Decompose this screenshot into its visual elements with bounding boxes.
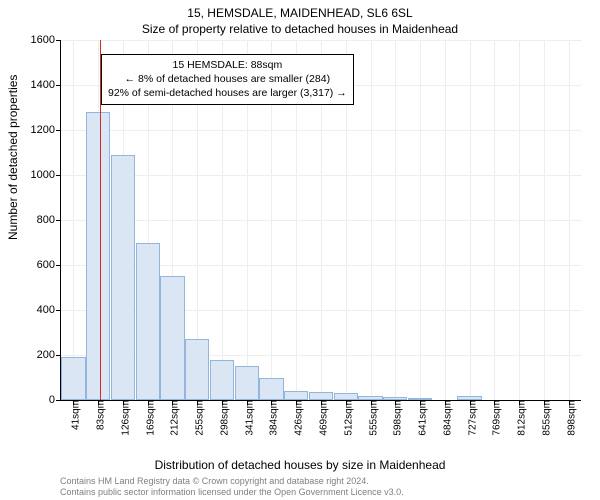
xtick-label: 83sqm [90, 400, 107, 430]
xtick-label: 255sqm [189, 400, 206, 436]
plot-area: 0200400600800100012001400160041sqm83sqm1… [60, 40, 581, 401]
chart-title: Size of property relative to detached ho… [0, 22, 600, 36]
xtick-label: 684sqm [436, 400, 453, 436]
chart-supertitle: 15, HEMSDALE, MAIDENHEAD, SL6 6SL [0, 6, 600, 20]
histogram-chart: 15, HEMSDALE, MAIDENHEAD, SL6 6SL Size o… [0, 0, 600, 500]
gridline-vertical [569, 40, 570, 400]
histogram-bar [61, 357, 85, 400]
xtick-label: 212sqm [164, 400, 181, 436]
xtick-label: 898sqm [560, 400, 577, 436]
histogram-bar [334, 393, 358, 400]
ytick-label: 800 [37, 214, 61, 226]
ytick-label: 1600 [31, 34, 61, 46]
gridline-vertical [73, 40, 74, 400]
histogram-bar [383, 397, 407, 400]
copyright-line-2: Contains public sector information licen… [60, 487, 590, 498]
xtick-label: 169sqm [139, 400, 156, 436]
xtick-label: 727sqm [461, 400, 478, 436]
xtick-label: 512sqm [337, 400, 354, 436]
copyright-notice: Contains HM Land Registry data © Crown c… [60, 476, 590, 499]
xtick-label: 126sqm [114, 400, 131, 436]
gridline-vertical [445, 40, 446, 400]
gridline-vertical [544, 40, 545, 400]
xtick-label: 641sqm [412, 400, 429, 436]
gridline-vertical [371, 40, 372, 400]
histogram-bar [284, 391, 308, 400]
ytick-label: 600 [37, 259, 61, 271]
histogram-bar [185, 339, 209, 400]
annotation-line-3: 92% of semi-detached houses are larger (… [108, 86, 347, 100]
xtick-label: 555sqm [362, 400, 379, 436]
ytick-label: 200 [37, 349, 61, 361]
copyright-line-1: Contains HM Land Registry data © Crown c… [60, 476, 590, 487]
xtick-label: 341sqm [238, 400, 255, 436]
histogram-bar [160, 276, 184, 400]
y-axis-label: Number of detached properties [6, 75, 20, 240]
xtick-label: 469sqm [313, 400, 330, 436]
histogram-bar [408, 398, 432, 400]
histogram-bar [111, 155, 135, 400]
histogram-bar [210, 360, 234, 401]
ytick-label: 1000 [31, 169, 61, 181]
ytick-label: 0 [49, 394, 61, 406]
histogram-bar [86, 112, 110, 400]
xtick-label: 298sqm [213, 400, 230, 436]
xtick-label: 426sqm [288, 400, 305, 436]
ytick-label: 1200 [31, 124, 61, 136]
histogram-bar [235, 366, 259, 400]
ytick-label: 400 [37, 304, 61, 316]
gridline-vertical [395, 40, 396, 400]
histogram-bar [259, 378, 283, 401]
gridline-vertical [519, 40, 520, 400]
xtick-label: 812sqm [511, 400, 528, 436]
xtick-label: 41sqm [65, 400, 82, 430]
xtick-label: 384sqm [263, 400, 280, 436]
xtick-label: 855sqm [535, 400, 552, 436]
gridline-vertical [420, 40, 421, 400]
annotation-line-2: ← 8% of detached houses are smaller (284… [108, 72, 347, 86]
gridline-vertical [470, 40, 471, 400]
histogram-bar [457, 396, 481, 401]
histogram-bar [309, 392, 333, 400]
xtick-label: 769sqm [486, 400, 503, 436]
xtick-label: 598sqm [387, 400, 404, 436]
gridline-vertical [494, 40, 495, 400]
annotation-line-1: 15 HEMSDALE: 88sqm [108, 58, 347, 72]
annotation-box: 15 HEMSDALE: 88sqm ← 8% of detached hous… [101, 54, 354, 105]
histogram-bar [358, 396, 382, 401]
ytick-label: 1400 [31, 79, 61, 91]
x-axis-label: Distribution of detached houses by size … [0, 458, 600, 472]
histogram-bar [136, 243, 160, 401]
